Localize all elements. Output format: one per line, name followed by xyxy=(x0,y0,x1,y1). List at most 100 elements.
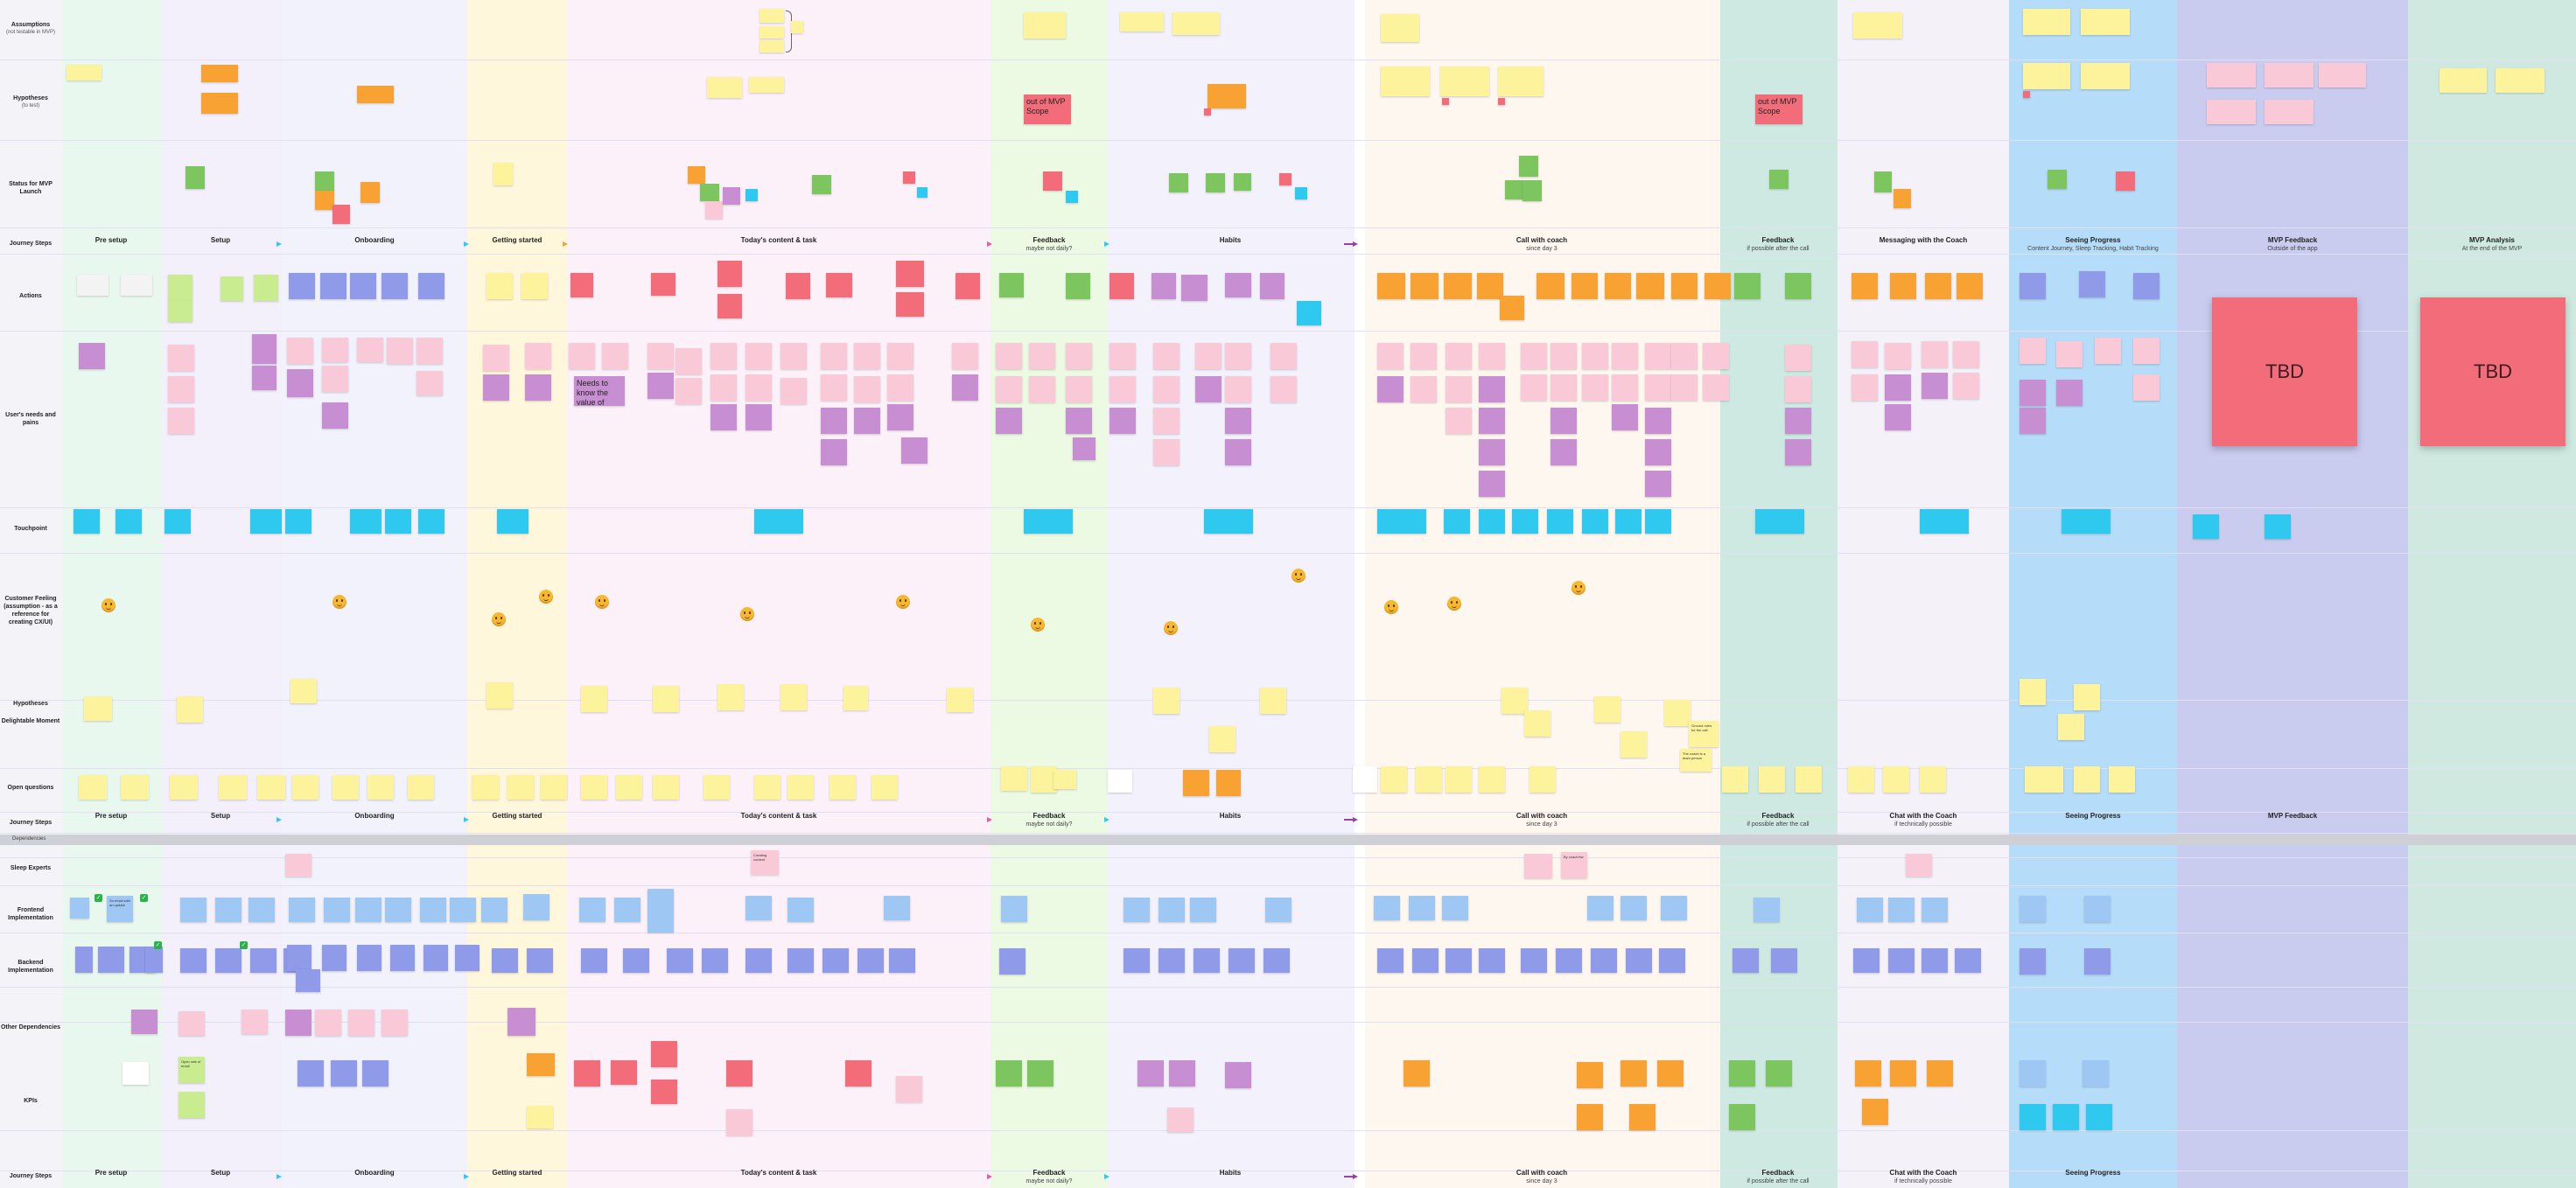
sticky-note[interactable] xyxy=(2020,1104,2046,1130)
sticky-note[interactable] xyxy=(2048,170,2067,189)
sticky-note[interactable] xyxy=(821,374,847,401)
sticky-note[interactable] xyxy=(2020,273,2046,299)
sticky-note[interactable] xyxy=(760,40,784,52)
sticky-note[interactable] xyxy=(700,184,719,201)
sticky-note[interactable] xyxy=(1927,1060,1953,1087)
sticky-note[interactable] xyxy=(2023,91,2030,98)
sticky-note[interactable] xyxy=(1377,948,1404,973)
sticky-note[interactable] xyxy=(1377,509,1426,534)
sticky-note[interactable] xyxy=(1446,408,1472,434)
sticky-note[interactable] xyxy=(996,1060,1022,1087)
sticky-note[interactable] xyxy=(357,945,382,971)
sticky-note[interactable]: So email with an update xyxy=(107,896,133,922)
sticky-note[interactable] xyxy=(1521,343,1547,369)
sticky-note[interactable] xyxy=(917,187,928,198)
sticky-note[interactable] xyxy=(1766,1060,1792,1087)
sticky-note[interactable] xyxy=(2020,948,2046,975)
sticky-note[interactable] xyxy=(780,343,807,369)
sticky-note[interactable] xyxy=(523,894,550,920)
sticky-note[interactable] xyxy=(486,273,513,299)
sticky-note[interactable] xyxy=(1862,1099,1888,1125)
sticky-note[interactable] xyxy=(322,402,348,429)
sticky-note[interactable] xyxy=(1629,1104,1656,1130)
sticky-note[interactable] xyxy=(360,182,380,203)
sticky-note[interactable] xyxy=(362,1060,388,1087)
sticky-note[interactable] xyxy=(1027,1060,1054,1087)
sticky-note[interactable] xyxy=(1883,766,1909,793)
sticky-note[interactable] xyxy=(570,273,593,297)
sticky-note[interactable] xyxy=(1477,273,1503,299)
sticky-note[interactable] xyxy=(1852,273,1878,299)
sticky-note[interactable] xyxy=(1626,948,1652,973)
sticky-note[interactable] xyxy=(332,205,350,224)
sticky-note[interactable] xyxy=(996,376,1022,402)
sticky-note[interactable] xyxy=(780,378,807,404)
sticky-note[interactable] xyxy=(508,775,534,800)
sticky-note[interactable] xyxy=(996,343,1022,369)
sticky-note[interactable] xyxy=(287,945,312,971)
sticky-note[interactable] xyxy=(289,273,315,299)
sticky-note[interactable] xyxy=(887,374,914,401)
sticky-note[interactable] xyxy=(2081,9,2130,35)
sticky-note[interactable] xyxy=(1381,14,1419,42)
sticky-note[interactable] xyxy=(1906,854,1932,877)
sticky-note[interactable]: out of MVP Scope xyxy=(1755,94,1802,124)
sticky-note[interactable] xyxy=(653,775,679,800)
sticky-note[interactable] xyxy=(483,345,509,371)
sticky-note[interactable] xyxy=(1636,273,1664,299)
sticky-note[interactable] xyxy=(1110,376,1136,402)
sticky-note[interactable] xyxy=(574,1060,600,1087)
sticky-note[interactable] xyxy=(1671,374,1698,401)
sticky-note[interactable] xyxy=(1852,341,1878,367)
sticky-note[interactable] xyxy=(497,509,528,534)
sticky-note[interactable] xyxy=(1377,343,1404,369)
sticky-note[interactable] xyxy=(704,775,730,800)
sticky-note[interactable] xyxy=(250,948,276,973)
sticky-note[interactable] xyxy=(1547,509,1573,534)
sticky-note[interactable] xyxy=(887,343,914,369)
sticky-note[interactable] xyxy=(1577,1062,1603,1088)
sticky-note[interactable] xyxy=(408,775,434,800)
sticky-note[interactable] xyxy=(1645,343,1671,369)
sticky-note[interactable] xyxy=(79,775,107,800)
sticky-note[interactable] xyxy=(746,374,772,401)
sticky-note[interactable] xyxy=(1228,948,1255,973)
sticky-note[interactable] xyxy=(2079,271,2105,297)
sticky-note[interactable] xyxy=(1920,766,1946,793)
sticky-note[interactable] xyxy=(121,775,149,800)
sticky-note[interactable] xyxy=(122,1062,149,1085)
sticky-note[interactable] xyxy=(1158,948,1185,973)
sticky-note[interactable] xyxy=(2264,514,2291,539)
sticky-note[interactable] xyxy=(1785,345,1811,371)
sticky-note[interactable] xyxy=(676,378,702,404)
sticky-note[interactable] xyxy=(2207,63,2256,87)
sticky-note[interactable] xyxy=(527,948,553,973)
sticky-note[interactable] xyxy=(1208,84,1246,108)
sticky-note[interactable] xyxy=(1659,948,1685,973)
sticky-note[interactable] xyxy=(780,684,807,710)
sticky-note[interactable] xyxy=(1785,439,1811,465)
sticky-note[interactable] xyxy=(420,898,446,922)
sticky-note[interactable] xyxy=(746,343,772,369)
sticky-note[interactable] xyxy=(1225,343,1251,369)
sticky-note[interactable] xyxy=(676,348,702,374)
sticky-note[interactable] xyxy=(1572,273,1598,299)
sticky-note[interactable] xyxy=(1785,273,1811,299)
sticky-note[interactable] xyxy=(1522,180,1542,201)
sticky-note[interactable] xyxy=(1521,948,1547,973)
sticky-note[interactable] xyxy=(1888,898,1914,922)
sticky-note[interactable] xyxy=(541,775,567,800)
sticky-note[interactable] xyxy=(707,77,742,98)
sticky-note[interactable] xyxy=(1582,374,1608,401)
sticky-note[interactable] xyxy=(1124,898,1150,922)
sticky-note[interactable] xyxy=(2056,380,2082,406)
sticky-note[interactable] xyxy=(1124,948,1150,973)
sticky-note[interactable] xyxy=(1479,343,1505,369)
sticky-note[interactable] xyxy=(1885,374,1911,401)
sticky-note[interactable] xyxy=(760,9,784,23)
sticky-note[interactable] xyxy=(2319,63,2366,87)
sticky-note[interactable] xyxy=(145,947,163,973)
sticky-note[interactable] xyxy=(1722,766,1748,793)
sticky-note[interactable] xyxy=(1381,766,1407,793)
sticky-note[interactable] xyxy=(527,1053,555,1076)
